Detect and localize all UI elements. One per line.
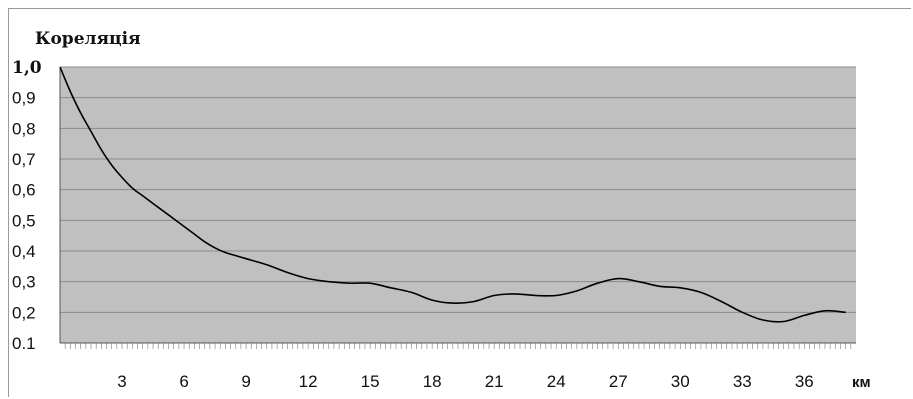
y-tick-label: 0,5: [12, 211, 36, 230]
chart-frame: [8, 8, 911, 397]
x-tick-label: 36: [795, 372, 814, 391]
x-tick-label: 15: [361, 372, 380, 391]
x-minor-ticks: [64, 343, 852, 349]
y-tick-label: 1,0: [12, 58, 42, 78]
y-tick-label: 0,2: [12, 303, 36, 322]
x-tick-labels: 3 6 9 12 15 18 21 24 27 30 33 36: [117, 372, 813, 391]
x-tick-label: 3: [117, 372, 126, 391]
y-tick-label: 0,7: [12, 150, 36, 169]
x-tick-label: 33: [733, 372, 752, 391]
x-tick-label: 6: [179, 372, 188, 391]
x-tick-label: 9: [241, 372, 250, 391]
plot-area: [60, 67, 856, 343]
y-tick-label: 0,6: [12, 181, 36, 200]
y-tick-label: 0,4: [12, 242, 36, 261]
x-tick-label: 30: [671, 372, 690, 391]
y-tick-labels: 0.1 0,2 0,3 0,4 0,5 0,6 0,7 0,8 0,9 1,0: [12, 58, 42, 353]
y-tick-label: 0,9: [12, 89, 36, 108]
series-line-correlation: [59, 66, 846, 323]
x-tick-label: 24: [547, 372, 566, 391]
chart-title: Кореляція: [35, 29, 141, 49]
x-tick-label: 12: [299, 372, 318, 391]
x-axis-unit: км: [852, 374, 871, 391]
y-tick-label: 0.1: [12, 334, 36, 353]
x-tick-label: 18: [423, 372, 442, 391]
x-tick-label: 21: [485, 372, 504, 391]
y-tick-label: 0,8: [12, 119, 36, 138]
y-tick-label: 0,3: [12, 273, 36, 292]
x-tick-label: 27: [609, 372, 628, 391]
